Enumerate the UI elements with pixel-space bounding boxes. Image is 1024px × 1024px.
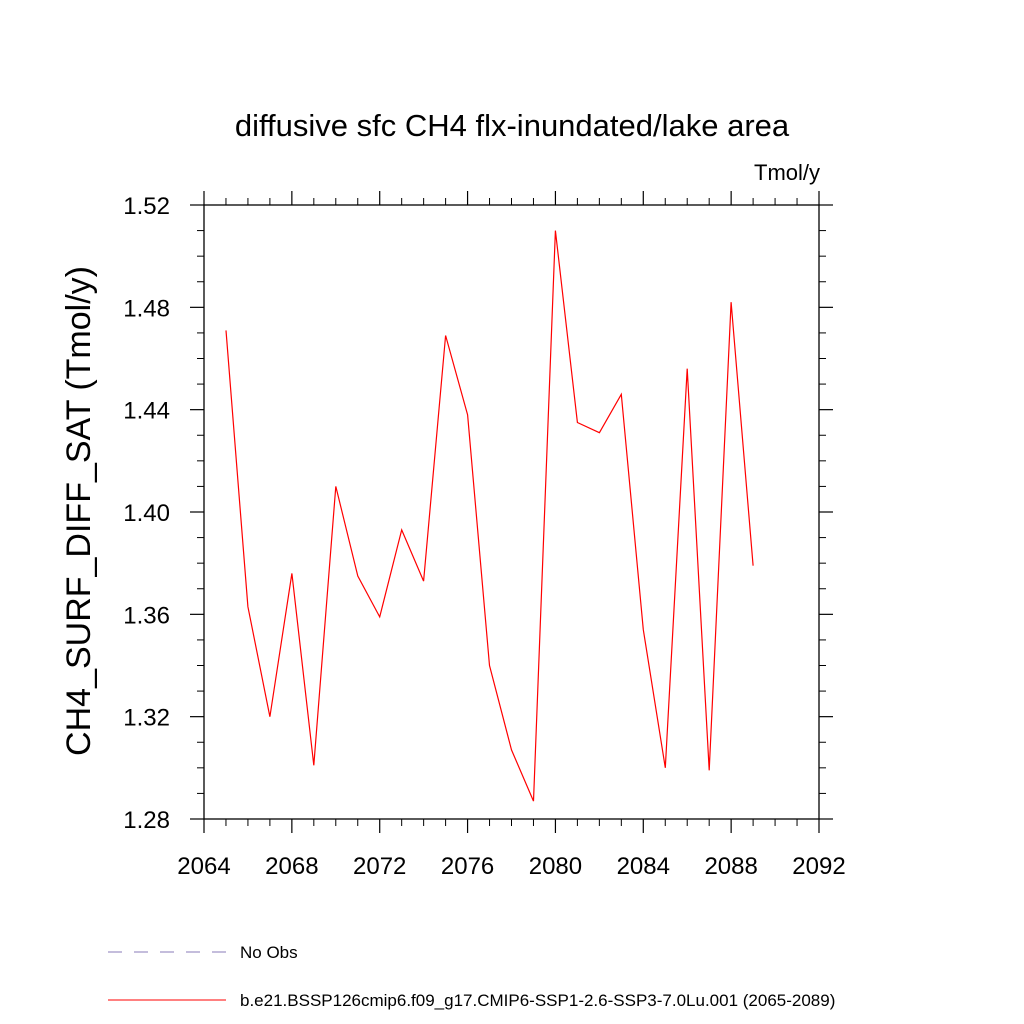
y-tick-label: 1.44 <box>123 398 170 425</box>
x-tick-label: 2076 <box>441 853 494 880</box>
x-tick-label: 2064 <box>177 853 230 880</box>
axis-ticks <box>190 191 833 833</box>
series-line <box>225 230 754 802</box>
x-tick-label: 2080 <box>529 853 582 880</box>
x-tick-label: 2088 <box>704 853 757 880</box>
x-tick-label: 2068 <box>265 853 318 880</box>
x-tick-labels: 2064 2068 2072 2076 2080 2084 2088 2092 <box>177 853 845 880</box>
y-tick-label: 1.52 <box>123 193 170 220</box>
legend-series-label: b.e21.BSSP126cmip6.f09_g17.CMIP6-SSP1-2.… <box>240 991 835 1010</box>
legend-no-obs-label: No Obs <box>240 943 298 962</box>
chart-title: diffusive sfc CH4 flx-inundated/lake are… <box>235 108 790 143</box>
units-label: Tmol/y <box>754 160 820 185</box>
y-tick-label: 1.48 <box>123 295 170 322</box>
y-tick-label: 1.36 <box>123 602 170 629</box>
y-tick-labels: 1.28 1.32 1.36 1.40 1.44 1.48 1.52 <box>123 193 170 834</box>
y-tick-label: 1.32 <box>123 705 170 732</box>
x-tick-label: 2072 <box>353 853 406 880</box>
x-tick-label: 2084 <box>617 853 670 880</box>
x-tick-label: 2092 <box>792 853 845 880</box>
y-axis-label: CH4_SURF_DIFF_SAT (Tmol/y) <box>60 266 98 756</box>
y-tick-label: 1.28 <box>123 807 170 834</box>
series-layer <box>225 230 754 802</box>
legend: No Obs b.e21.BSSP126cmip6.f09_g17.CMIP6-… <box>108 943 835 1010</box>
plot-frame <box>203 204 820 820</box>
y-tick-label: 1.40 <box>123 500 170 527</box>
